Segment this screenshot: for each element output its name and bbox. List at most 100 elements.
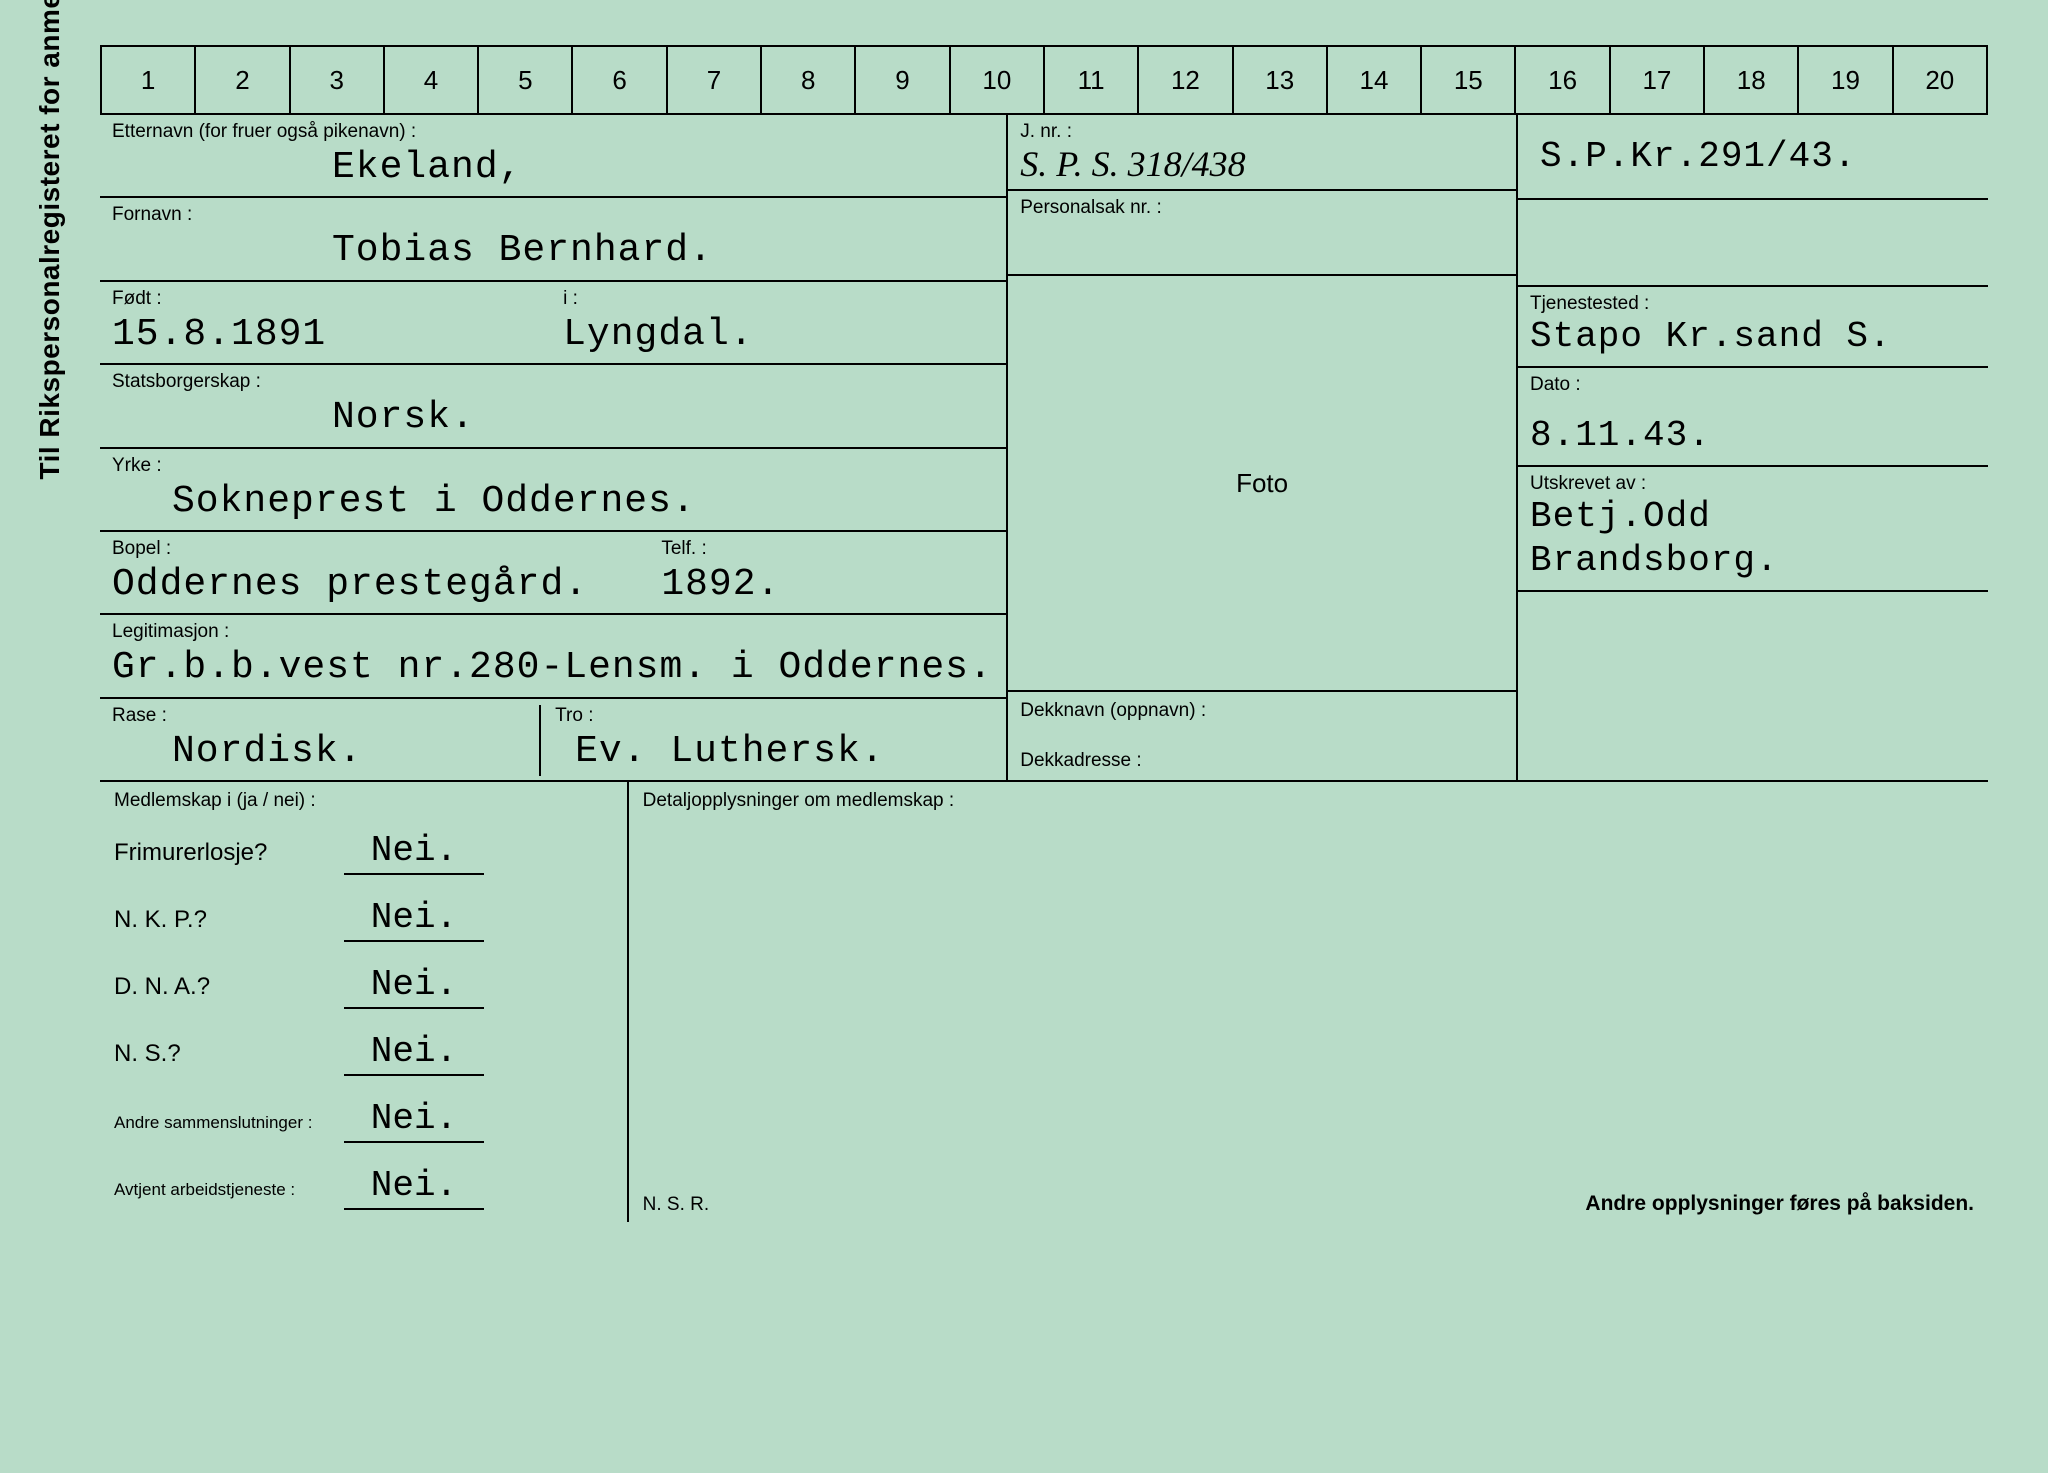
q-ns: N. S.?: [114, 1040, 344, 1068]
field-rase-row: Rase : Nordisk. Tro : Ev. Luthersk.: [100, 699, 1006, 780]
ruler-cell: 10: [951, 47, 1045, 113]
ruler-cell: 13: [1234, 47, 1328, 113]
ruler-cell: 9: [856, 47, 950, 113]
spacer: [1518, 592, 1988, 780]
label-detaljopplysninger: Detaljopplysninger om medlemskap :: [643, 790, 1974, 812]
field-yrke: Yrke : Sokneprest i Oddernes.: [100, 449, 1006, 532]
q-avtjent: Avtjent arbeidstjeneste :: [114, 1180, 344, 1200]
field-bopel: Bopel : Oddernes prestegård.: [112, 538, 641, 609]
label-fornavn: Fornavn :: [112, 204, 994, 226]
field-etternavn: Etternavn (for fruer også pikenavn) : Ek…: [100, 115, 1006, 198]
middle-column: J. nr. : S. P. S. 318/438 Personalsak nr…: [1006, 115, 1516, 780]
ruler-cell: 1: [100, 47, 196, 113]
ruler-cell: 17: [1611, 47, 1705, 113]
right-column: S.P.Kr.291/43. Tjenestested : Stapo Kr.s…: [1516, 115, 1988, 780]
ruler-cell: 11: [1045, 47, 1139, 113]
label-rase: Rase :: [112, 705, 551, 727]
row-avtjent: Avtjent arbeidstjeneste : Nei.: [114, 1165, 613, 1210]
field-legitimasjon: Legitimasjon : Gr.b.b.vest nr.280-Lensm.…: [100, 615, 1006, 698]
label-fodt: Født :: [112, 288, 543, 310]
ruler-cell: 2: [196, 47, 290, 113]
ruler-cell: 19: [1799, 47, 1893, 113]
label-jnr: J. nr. :: [1020, 121, 1504, 143]
main-grid: Etternavn (for fruer også pikenavn) : Ek…: [100, 115, 1988, 782]
row-nkp: N. K. P.? Nei.: [114, 897, 613, 942]
back-note: Andre opplysninger føres på baksiden.: [1585, 1192, 1974, 1216]
field-tjenestested: Tjenestested : Stapo Kr.sand S.: [1518, 285, 1988, 368]
field-fornavn: Fornavn : Tobias Bernhard.: [100, 198, 1006, 281]
ruler-cell: 14: [1328, 47, 1422, 113]
ruler-cell: 7: [668, 47, 762, 113]
value-fodt: 15.8.1891: [112, 310, 543, 359]
a-dna: Nei.: [344, 964, 484, 1009]
card-body: 1 2 3 4 5 6 7 8 9 10 11 12 13 14 15 16 1…: [100, 45, 1988, 1428]
ruler-cell: 5: [479, 47, 573, 113]
value-fodt-i: Lyngdal.: [563, 310, 994, 359]
value-yrke: Sokneprest i Oddernes.: [112, 477, 994, 526]
field-dato: Dato : 8.11.43.: [1518, 368, 1988, 467]
q-dna: D. N. A.?: [114, 973, 344, 1001]
value-dato: 8.11.43.: [1530, 396, 1976, 457]
value-utskrevet: Betj.Odd Brandsborg.: [1530, 496, 1779, 580]
field-fodt: Født : 15.8.1891: [112, 288, 543, 359]
value-telf: 1892.: [661, 560, 994, 609]
ruler-cell: 18: [1705, 47, 1799, 113]
label-foto: Foto: [1236, 468, 1288, 499]
vertical-title: Til Rikspersonalregisteret for anmeldte.: [34, 0, 66, 479]
label-tjenestested: Tjenestested :: [1530, 293, 1976, 315]
value-tjenestested: Stapo Kr.sand S.: [1530, 316, 1892, 357]
ruler-cell: 16: [1516, 47, 1610, 113]
field-telf: Telf. : 1892.: [641, 538, 994, 609]
field-utskrevet: Utskrevet av : Betj.Odd Brandsborg.: [1518, 467, 1988, 591]
q-frimurerlosje: Frimurerlosje?: [114, 839, 344, 867]
value-statsborgerskap: Norsk.: [112, 393, 994, 442]
label-telf: Telf. :: [661, 538, 994, 560]
ruler-cell: 15: [1422, 47, 1516, 113]
label-bopel: Bopel :: [112, 538, 641, 560]
row-frimurerlosje: Frimurerlosje? Nei.: [114, 830, 613, 875]
ruler-cell: 12: [1139, 47, 1233, 113]
value-fornavn: Tobias Bernhard.: [112, 226, 994, 275]
ruler-row: 1 2 3 4 5 6 7 8 9 10 11 12 13 14 15 16 1…: [100, 45, 1988, 115]
label-yrke: Yrke :: [112, 455, 994, 477]
a-ns: Nei.: [344, 1031, 484, 1076]
field-personalsak: Personalsak nr. :: [1008, 191, 1516, 276]
a-nkp: Nei.: [344, 897, 484, 942]
field-fodt-row: Født : 15.8.1891 i : Lyngdal.: [100, 282, 1006, 365]
value-jnr-hand: S. P. S. 318/438: [1020, 143, 1245, 185]
label-etternavn: Etternavn (for fruer også pikenavn) :: [112, 121, 994, 143]
label-dato: Dato :: [1530, 374, 1976, 396]
value-bopel: Oddernes prestegård.: [112, 560, 641, 609]
row-andre: Andre sammenslutninger : Nei.: [114, 1098, 613, 1143]
label-statsborgerskap: Statsborgerskap :: [112, 371, 994, 393]
row-ns: N. S.? Nei.: [114, 1031, 613, 1076]
dekk-box: Dekknavn (oppnavn) : Dekkadresse :: [1008, 692, 1516, 780]
ruler-cell: 4: [385, 47, 479, 113]
value-rase: Nordisk.: [112, 727, 551, 776]
detail-column: Detaljopplysninger om medlemskap : N. S.…: [629, 782, 1988, 1222]
ruler-cell: 6: [573, 47, 667, 113]
label-legitimasjon: Legitimasjon :: [112, 621, 994, 643]
label-i: i :: [563, 288, 994, 310]
left-column: Etternavn (for fruer også pikenavn) : Ek…: [100, 115, 1006, 780]
spacer: [1518, 200, 1988, 285]
a-frimurerlosje: Nei.: [344, 830, 484, 875]
field-tro: Tro : Ev. Luthersk.: [539, 705, 994, 776]
value-legitimasjon: Gr.b.b.vest nr.280-Lensm. i Oddernes.: [112, 643, 994, 692]
foto-box: Foto: [1008, 276, 1516, 692]
label-dekkadresse: Dekkadresse :: [1020, 750, 1504, 772]
field-jnr: J. nr. : S. P. S. 318/438: [1008, 115, 1516, 191]
membership-column: Medlemskap i (ja / nei) : Frimurerlosje?…: [100, 782, 629, 1222]
field-statsborgerskap: Statsborgerskap : Norsk.: [100, 365, 1006, 448]
field-fodt-i: i : Lyngdal.: [543, 288, 994, 359]
label-medlemskap: Medlemskap i (ja / nei) :: [114, 790, 613, 812]
label-tro: Tro :: [555, 705, 994, 727]
field-bopel-row: Bopel : Oddernes prestegård. Telf. : 189…: [100, 532, 1006, 615]
field-spkr: S.P.Kr.291/43.: [1518, 115, 1988, 200]
ruler-cell: 20: [1894, 47, 1988, 113]
label-dekknavn: Dekknavn (oppnavn) :: [1020, 700, 1504, 722]
document-card: Til Rikspersonalregisteret for anmeldte.…: [0, 0, 2048, 1473]
q-andre: Andre sammenslutninger :: [114, 1113, 344, 1133]
field-rase: Rase : Nordisk.: [112, 705, 551, 776]
value-tro: Ev. Luthersk.: [555, 727, 994, 776]
